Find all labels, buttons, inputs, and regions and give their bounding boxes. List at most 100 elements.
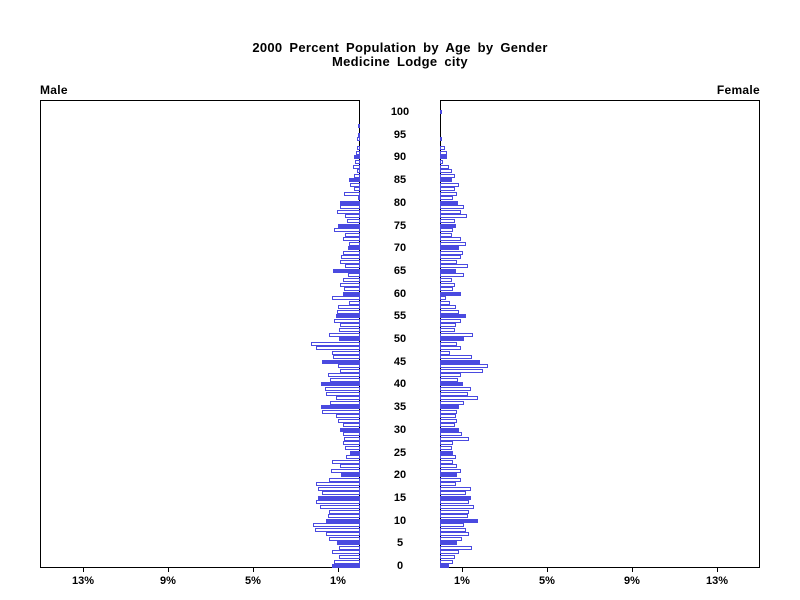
female-bar-age-32 bbox=[440, 418, 457, 423]
female-bar-age-46 bbox=[440, 355, 472, 360]
female-bar-age-13 bbox=[440, 505, 474, 509]
male-panel bbox=[40, 100, 360, 568]
male-bar-age-63 bbox=[343, 278, 360, 282]
male-bar-age-46 bbox=[333, 355, 360, 360]
female-bar-age-4 bbox=[440, 545, 472, 550]
male-bar-age-97 bbox=[358, 123, 360, 128]
female-bar-age-51 bbox=[440, 332, 473, 337]
male-bar-age-67 bbox=[340, 259, 360, 264]
male-bar-age-84 bbox=[350, 182, 360, 187]
male-bar-age-29 bbox=[343, 432, 360, 437]
age-label-40: 40 bbox=[393, 378, 407, 391]
pct-tick-mark-left-13 bbox=[83, 568, 84, 572]
female-bar-age-70 bbox=[440, 246, 459, 251]
female-bar-age-37 bbox=[440, 396, 478, 400]
male-bar-age-57 bbox=[338, 305, 360, 310]
female-bar-age-71 bbox=[440, 241, 466, 246]
female-bar-age-14 bbox=[440, 500, 469, 505]
male-bar-age-10 bbox=[326, 518, 360, 523]
male-bar-age-80 bbox=[340, 200, 360, 205]
male-bar-age-83 bbox=[354, 187, 360, 192]
age-label-50: 50 bbox=[393, 333, 407, 345]
male-bar-age-37 bbox=[336, 396, 360, 400]
age-label-95: 95 bbox=[393, 128, 407, 141]
pct-tick-mark-right-13 bbox=[717, 568, 718, 572]
female-bar-age-54 bbox=[440, 318, 461, 323]
male-bar-age-22 bbox=[340, 464, 360, 469]
male-bar-age-34 bbox=[322, 409, 360, 414]
male-bar-age-73 bbox=[345, 232, 360, 237]
male-bar-age-23 bbox=[332, 459, 360, 464]
female-bar-age-31 bbox=[440, 423, 455, 428]
male-bar-age-78 bbox=[337, 209, 360, 214]
male-bar-age-64 bbox=[348, 273, 360, 278]
female-bar-age-73 bbox=[440, 232, 452, 237]
male-bar-age-40 bbox=[321, 382, 360, 387]
male-bar-age-94 bbox=[357, 137, 360, 142]
male-bar-age-19 bbox=[329, 477, 360, 482]
female-bar-age-69 bbox=[440, 250, 463, 255]
female-bar-age-57 bbox=[440, 305, 456, 310]
male-bar-age-52 bbox=[339, 327, 360, 332]
female-bar-age-40 bbox=[440, 382, 463, 387]
female-bar-age-10 bbox=[440, 518, 478, 523]
female-bar-age-65 bbox=[440, 268, 456, 273]
male-bar-age-7 bbox=[326, 532, 360, 537]
male-bar-age-60 bbox=[343, 291, 360, 296]
male-bar-age-86 bbox=[354, 173, 360, 178]
age-label-85: 85 bbox=[393, 174, 407, 187]
female-bar-age-49 bbox=[440, 341, 457, 346]
male-bar-age-81 bbox=[358, 196, 360, 201]
male-bar-age-27 bbox=[343, 441, 360, 446]
male-bar-age-2 bbox=[339, 554, 360, 559]
female-bar-age-77 bbox=[440, 214, 467, 219]
pct-label-left-9: 9% bbox=[160, 575, 176, 587]
female-bar-age-28 bbox=[440, 436, 469, 441]
age-label-55: 55 bbox=[393, 310, 407, 323]
female-bar-age-78 bbox=[440, 209, 461, 214]
male-bar-age-33 bbox=[336, 414, 360, 419]
female-bar-age-87 bbox=[440, 169, 452, 173]
male-bar-age-85 bbox=[349, 178, 360, 183]
female-bar-age-79 bbox=[440, 205, 464, 210]
female-bar-age-92 bbox=[440, 146, 445, 151]
female-bar-age-60 bbox=[440, 291, 461, 296]
female-bar-age-100 bbox=[440, 110, 442, 114]
female-bar-age-74 bbox=[440, 228, 453, 232]
male-bar-age-17 bbox=[318, 486, 360, 491]
female-bar-age-44 bbox=[440, 364, 488, 369]
age-label-70: 70 bbox=[393, 242, 407, 255]
female-bar-age-0 bbox=[440, 564, 449, 568]
male-bar-age-58 bbox=[349, 300, 360, 305]
male-bar-age-53 bbox=[340, 323, 360, 328]
female-bar-age-56 bbox=[440, 309, 459, 314]
male-bar-age-24 bbox=[346, 455, 360, 459]
pct-label-right-5: 5% bbox=[539, 575, 555, 587]
male-bar-age-92 bbox=[357, 146, 360, 151]
pct-tick-mark-right-1 bbox=[462, 568, 463, 572]
male-bar-age-36 bbox=[330, 400, 360, 405]
female-bar-age-86 bbox=[440, 173, 455, 178]
age-label-75: 75 bbox=[393, 219, 407, 232]
female-bar-age-81 bbox=[440, 196, 453, 201]
female-bar-age-23 bbox=[440, 459, 453, 464]
male-bar-age-8 bbox=[315, 527, 360, 532]
male-bar-age-89 bbox=[355, 159, 360, 164]
female-bar-age-1 bbox=[440, 559, 453, 564]
male-bar-age-71 bbox=[349, 241, 360, 246]
female-bar-age-26 bbox=[440, 446, 452, 450]
female-bar-age-33 bbox=[440, 414, 456, 419]
female-bar-age-2 bbox=[440, 554, 455, 559]
female-bar-age-42 bbox=[440, 373, 461, 378]
male-bar-age-12 bbox=[329, 509, 360, 514]
female-bar-age-89 bbox=[440, 159, 443, 164]
male-bar-age-87 bbox=[357, 169, 360, 173]
male-bar-age-48 bbox=[316, 346, 360, 351]
male-bar-age-56 bbox=[337, 309, 360, 314]
female-bar-age-66 bbox=[440, 264, 468, 269]
female-bar-age-5 bbox=[440, 541, 457, 546]
male-bar-age-45 bbox=[322, 359, 360, 364]
pct-label-left-1: 1% bbox=[330, 575, 346, 587]
male-bar-age-65 bbox=[333, 268, 360, 273]
